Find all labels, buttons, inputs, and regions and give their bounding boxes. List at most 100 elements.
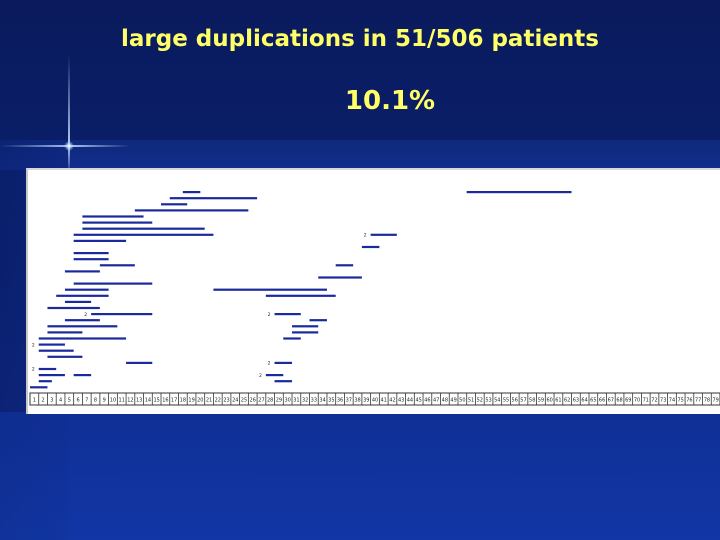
duplication-segment <box>38 343 65 346</box>
exon-label: 46 <box>424 398 430 404</box>
segment-count-label: 2 <box>259 373 262 379</box>
exon-label: 66 <box>599 398 605 404</box>
duplication-segment <box>91 313 153 316</box>
duplication-segment <box>64 270 100 273</box>
duplication-segment <box>283 337 301 340</box>
duplication-segment <box>361 245 380 249</box>
duplication-segment <box>265 294 336 297</box>
exon-label: 74 <box>669 398 675 404</box>
exon-label: 71 <box>643 398 649 404</box>
duplication-segment <box>182 191 201 194</box>
duplication-segment <box>73 252 109 255</box>
exon-label: 7 <box>85 398 88 404</box>
exon-label: 61 <box>555 398 561 404</box>
exon-label: 76 <box>686 398 692 404</box>
exon-label: 70 <box>634 398 640 404</box>
duplication-segment <box>274 361 293 364</box>
exon-label: 35 <box>328 398 334 404</box>
duplication-segment <box>64 300 92 303</box>
exon-label: 51 <box>468 398 474 404</box>
exon-label: 15 <box>153 398 159 404</box>
exon-label: 26 <box>250 398 256 404</box>
duplication-segment <box>466 191 572 194</box>
duplication-segment <box>64 288 109 291</box>
duplication-segment <box>38 349 74 352</box>
duplication-segment <box>370 233 397 236</box>
exon-label: 12 <box>127 398 133 404</box>
exon-label: 28 <box>267 398 273 404</box>
duplication-segment <box>47 306 100 310</box>
exon-label: 16 <box>162 398 168 404</box>
exon-label: 72 <box>651 398 657 404</box>
segment-count-label: 2 <box>364 233 367 239</box>
exon-label: 3 <box>50 398 53 404</box>
slide-title: large duplications in 51/506 patients <box>120 26 599 52</box>
duplication-segment <box>47 331 83 334</box>
duplication-segment <box>38 380 52 383</box>
duplication-segment <box>318 276 362 279</box>
exon-label: 47 <box>433 398 439 404</box>
exon-label: 67 <box>608 398 614 404</box>
exon-label: 27 <box>258 398 264 404</box>
duplication-segment <box>126 361 153 364</box>
exon-label: 33 <box>311 398 317 404</box>
exon-label: 36 <box>337 398 343 404</box>
exon-label: 49 <box>450 398 456 404</box>
segment-count-label: 2 <box>32 342 35 348</box>
exon-label: 75 <box>678 398 684 404</box>
exon-label: 59 <box>538 398 544 404</box>
exon-label: 56 <box>512 398 518 404</box>
segment-count-label: 2 <box>268 312 271 318</box>
exon-label: 64 <box>581 398 587 404</box>
segment-count-label: 2 <box>32 367 35 373</box>
lens-flare-vertical <box>68 55 70 175</box>
exon-label: 23 <box>223 398 229 404</box>
exon-label: 42 <box>389 398 395 404</box>
duplication-segment <box>73 282 153 285</box>
exon-label: 68 <box>616 398 622 404</box>
exon-label: 41 <box>381 398 387 404</box>
exon-label: 43 <box>398 398 404 404</box>
duplication-segment <box>64 319 100 322</box>
exon-label: 57 <box>520 398 526 404</box>
exon-label: 11 <box>119 398 125 404</box>
exon-label: 60 <box>546 398 552 404</box>
exon-label: 38 <box>354 398 360 404</box>
exon-label: 31 <box>293 398 299 404</box>
exon-label: 2 <box>42 398 45 404</box>
duplication-map: 1 2 3 4 5 6 7 8 9 10 11 12 13 14 15 16 17 18 19 20 21 22 23 24 2… <box>29 191 720 406</box>
duplication-segment <box>265 374 284 377</box>
duplication-segment <box>82 215 144 218</box>
exon-label: 21 <box>206 398 212 404</box>
duplication-segment <box>73 233 214 236</box>
exon-label: 8 <box>94 398 97 404</box>
duplication-segment <box>335 264 354 267</box>
exon-label: 58 <box>529 398 535 404</box>
exon-label: 19 <box>188 398 194 404</box>
exon-label: 48 <box>442 398 448 404</box>
exon-label: 44 <box>407 398 413 404</box>
exon-label: 53 <box>485 398 491 404</box>
duplication-segment <box>292 331 319 334</box>
duplication-segment <box>73 374 92 377</box>
exon-label: 69 <box>625 398 631 404</box>
duplication-segment <box>213 288 327 291</box>
exon-label: 24 <box>232 398 238 404</box>
exon-label: 50 <box>459 398 465 404</box>
exon-label: 34 <box>319 398 325 404</box>
duplication-map-panel: 1 2 3 4 5 6 7 8 9 10 11 12 13 14 15 16 17 18 19 20 21 22 23 24 2… <box>26 168 720 414</box>
duplication-segment <box>134 209 249 212</box>
exon-label: 32 <box>302 398 308 404</box>
exon-label: 79 <box>712 398 718 404</box>
exon-label: 14 <box>145 398 151 404</box>
exon-label: 18 <box>180 398 186 404</box>
exon-label: 5 <box>68 398 71 404</box>
exon-axis <box>29 392 720 406</box>
exon-label: 30 <box>284 398 290 404</box>
duplication-segment <box>82 227 205 230</box>
exon-label: 1 <box>33 398 36 404</box>
exon-label: 45 <box>415 398 421 404</box>
duplication-segment <box>73 239 127 242</box>
duplication-segment <box>56 294 109 297</box>
duplication-segment <box>292 325 319 328</box>
